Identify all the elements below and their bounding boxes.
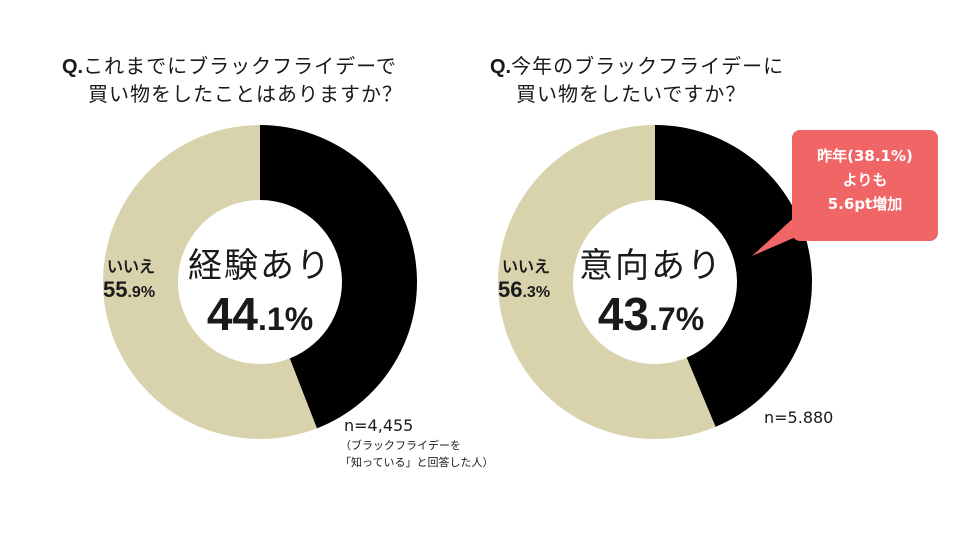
callout-bubble: [752, 130, 938, 256]
donut-1-center-title: 経験あり: [188, 246, 332, 286]
callout-box: [792, 130, 938, 241]
question-1-line1: これまでにブラックフライデーで: [83, 54, 397, 78]
donut-2-center-label: 意向あり 43.7%: [561, 238, 741, 341]
donut-2-no-int: 56: [498, 277, 523, 302]
donut-2-no-dec: .3%: [522, 284, 551, 301]
callout-line1: 昨年(38.1%): [817, 147, 913, 165]
question-1-line2: 買い物をしたことはありますか？: [88, 82, 403, 106]
donut-chart-2: [498, 125, 813, 439]
donut-1-no-int: 55: [103, 277, 128, 302]
donut-1-value-int: 44: [206, 288, 259, 340]
callout-tail: [752, 212, 812, 256]
donut-1-n-label: n=4,455: [344, 416, 414, 435]
donut-2-slice-no: [498, 125, 716, 439]
donut-2-no-text: いいえ: [502, 257, 551, 276]
donut-2-center-value: 43.7%: [561, 287, 741, 341]
donut-2-value-int: 43: [597, 288, 650, 340]
donut-chart-1: [103, 125, 418, 439]
callout-text: 昨年(38.1%) よりも 5.6pt増加: [792, 144, 938, 216]
donut-1-no-text: いいえ: [107, 257, 156, 276]
donut-1-center-value: 44.1%: [170, 287, 350, 341]
question-2-line1: 今年のブラックフライデーに: [511, 54, 785, 78]
donut-1-note: （ブラックフライデーを 「知っている」と回答した人）: [340, 437, 493, 471]
donut-1-no-dec: .9%: [127, 284, 156, 301]
question-1-prefix: Q.: [62, 56, 84, 78]
donut-1-center-label: 経験あり 44.1%: [170, 238, 350, 341]
donut-2-slice-yes: [655, 125, 813, 427]
donut-1-slice-yes: [260, 125, 418, 429]
donut-2-no-value: 56.3%: [498, 277, 551, 302]
question-1: Q.これまでにブラックフライデーで 買い物をしたことはありますか？: [62, 53, 403, 108]
donut-1-slice-no: [103, 125, 317, 439]
question-2-prefix: Q.: [490, 56, 512, 78]
donut-1-value-dec: .1%: [258, 301, 314, 337]
donut-1-note-line1: （ブラックフライデーを: [340, 439, 461, 452]
question-2: Q.今年のブラックフライデーに 買い物をしたいですか？: [490, 53, 784, 108]
callout-line2: よりも: [842, 171, 888, 189]
donut-1-no-label: いいえ 55.9%: [103, 253, 155, 303]
donut-1-note-line2: 「知っている」と回答した人）: [340, 456, 494, 469]
donut-2-no-label: いいえ 56.3%: [498, 253, 550, 303]
donut-2-n-label: n=5.880: [764, 408, 834, 427]
donut-2-value-dec: .7%: [649, 301, 705, 337]
question-2-line2: 買い物をしたいですか？: [516, 82, 747, 106]
donut-2-center-title: 意向あり: [579, 246, 723, 286]
callout-line3: 5.6pt増加: [827, 195, 903, 213]
donut-1-no-value: 55.9%: [103, 277, 156, 302]
